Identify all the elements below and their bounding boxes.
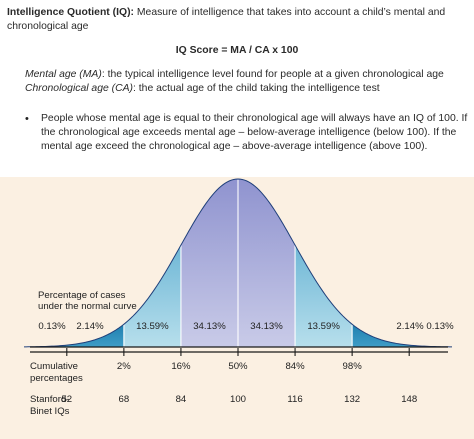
iq-definition: Intelligence Quotient (IQ): Measure of i… — [7, 6, 469, 34]
bullet-dot-icon: • — [25, 113, 29, 125]
mental-age-text: : the typical intelligence level found f… — [101, 69, 444, 80]
iq-formula: IQ Score = MA / CA x 100 — [175, 45, 299, 56]
chronological-age-definition: Chronological age (CA): the actual age o… — [25, 82, 465, 96]
bullet-text: People whose mental age is equal to thei… — [41, 113, 468, 152]
iq-value: 132 — [344, 394, 360, 405]
mental-age-definition: Mental age (MA): the typical intelligenc… — [25, 68, 465, 82]
iq-term-colon: : — [130, 7, 135, 18]
cumulative-ticks — [66, 348, 410, 356]
band-percent-label: 34.13% — [250, 321, 283, 332]
iq-values: 52 68 84 100 116 132 148 — [61, 394, 417, 405]
iq-label-line: Binet IQs — [30, 406, 70, 417]
iq-value: 68 — [119, 394, 130, 405]
curve-band — [352, 324, 410, 347]
cumulative-value: 84% — [285, 361, 305, 372]
age-definitions: Mental age (MA): the typical intelligenc… — [25, 68, 465, 96]
normal-curve-outline — [23, 178, 453, 348]
iq-value: 116 — [287, 394, 302, 405]
band-percent-labels: 0.13% 2.14% 13.59% 34.13% 34.13% 13.59% 2.14% 0… — [38, 321, 454, 332]
iq-value: 148 — [401, 394, 417, 405]
chronological-age-term: Chronological age (CA) — [25, 83, 134, 94]
mental-age-term: Mental age (MA) — [25, 69, 102, 80]
curve-band — [66, 324, 124, 347]
y-axis-label-line: Percentage of cases — [38, 290, 126, 301]
cumulative-value: 16% — [171, 361, 191, 372]
iq-definition-text: Measure of intelligence that takes into … — [7, 7, 446, 32]
band-percent-label: 0.13% — [426, 321, 454, 332]
band-percent-label: 2.14% — [76, 321, 104, 332]
cumulative-label-line: Cumulative — [30, 361, 78, 372]
chronological-age-text: : the actual age of the child taking the… — [133, 83, 380, 94]
cumulative-values: 2% 16% 50% 84% 98% — [117, 361, 362, 372]
band-dividers — [123, 179, 353, 347]
band-percent-label: 2.14% — [396, 321, 424, 332]
iq-term: Intelligence Quotient (IQ) — [7, 7, 131, 18]
cumulative-value: 2% — [117, 361, 131, 372]
band-percent-label: 13.59% — [307, 321, 340, 332]
band-percent-label: 13.59% — [136, 321, 169, 332]
y-axis-label-line: under the normal curve — [38, 301, 137, 312]
iq-label-line: Stanford- — [30, 394, 69, 405]
band-percent-label: 34.13% — [193, 321, 226, 332]
normal-curve-chart: Percentage of cases under the normal curv… — [0, 177, 474, 439]
iq-label: Stanford-Binet IQs — [30, 394, 70, 417]
iq-value: 100 — [230, 394, 246, 405]
cumulative-value: 98% — [343, 361, 363, 372]
iq-value: 84 — [176, 394, 187, 405]
bullet-item: • People whose mental age is equal to th… — [25, 112, 469, 154]
cumulative-value: 50% — [228, 361, 248, 372]
iq-value: 52 — [61, 394, 72, 405]
band-percent-label: 0.13% — [38, 321, 66, 332]
cumulative-label-line: percentages — [30, 373, 83, 384]
